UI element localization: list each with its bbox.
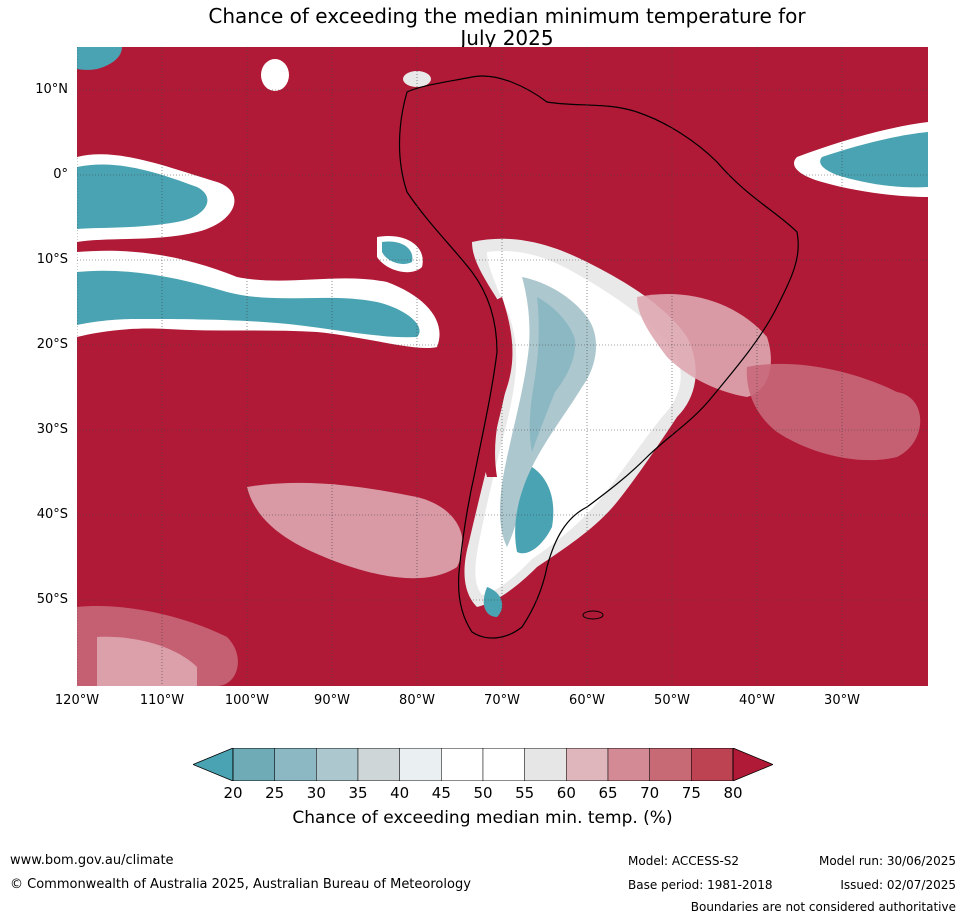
map-title-line2: July 2025 bbox=[460, 26, 554, 50]
colorbar-tick-label: 25 bbox=[265, 784, 285, 802]
colorbar-segment bbox=[649, 748, 692, 781]
lon-label-50w: 50°W bbox=[654, 693, 690, 708]
northwest-low-patch bbox=[77, 47, 122, 70]
forecast-map bbox=[77, 47, 928, 686]
copyright-text: © Commonwealth of Australia 2025, Austra… bbox=[10, 877, 471, 892]
colorbar-segment bbox=[691, 748, 734, 781]
colorbar-segment bbox=[274, 748, 317, 781]
colorbar-segment bbox=[524, 748, 567, 781]
colorbar-segment bbox=[482, 748, 525, 781]
lat-label-30s: 30°S bbox=[36, 422, 68, 437]
transition-zones bbox=[77, 293, 921, 686]
colorbar-tick-label: 20 bbox=[223, 784, 243, 802]
model-run-text: Model run: 30/06/2025 bbox=[818, 854, 956, 868]
colorbar-segment bbox=[441, 748, 484, 781]
atlantic-low-region bbox=[794, 122, 928, 197]
map-graticule bbox=[77, 47, 928, 686]
colorbar-tick-label: 35 bbox=[348, 784, 368, 802]
model-text: Model: ACCESS-S2 bbox=[628, 854, 740, 868]
lat-label-0: 0° bbox=[53, 167, 68, 182]
issued-text: Issued: 02/07/2025 bbox=[840, 878, 956, 892]
colorbar-segment bbox=[399, 748, 442, 781]
lon-label-90w: 90°W bbox=[314, 693, 350, 708]
lon-label-120w: 120°W bbox=[54, 693, 100, 708]
colorbar-segment bbox=[357, 748, 400, 781]
colorbar-tick-label: 60 bbox=[556, 784, 576, 802]
colorbar-segment bbox=[232, 748, 275, 781]
website-text: www.bom.gov.au/climate bbox=[10, 853, 174, 868]
south-america-low-region bbox=[464, 238, 696, 617]
colorbar-tick-label: 80 bbox=[723, 784, 743, 802]
andes-high-strip bbox=[482, 297, 513, 477]
lat-label-50s: 50°S bbox=[36, 592, 68, 607]
colorbar-segment bbox=[607, 748, 650, 781]
colorbar-tick-label: 45 bbox=[431, 784, 451, 802]
colorbar-tick-label: 50 bbox=[473, 784, 493, 802]
colorbar-tick-label: 75 bbox=[681, 784, 701, 802]
lon-label-100w: 100°W bbox=[224, 693, 270, 708]
lat-label-10n: 10°N bbox=[35, 82, 68, 97]
lon-label-80w: 80°W bbox=[399, 693, 435, 708]
colorbar-segment bbox=[566, 748, 609, 781]
colorbar-label: Chance of exceeding median min. temp. (%… bbox=[292, 808, 673, 828]
colorbar-tick-label: 55 bbox=[515, 784, 535, 802]
disclaimer-text: Boundaries are not considered authoritat… bbox=[690, 900, 956, 914]
lat-label-40s: 40°S bbox=[36, 507, 68, 522]
lon-label-70w: 70°W bbox=[484, 693, 520, 708]
lon-label-110w: 110°W bbox=[139, 693, 185, 708]
colorbar-extend-high bbox=[732, 748, 773, 781]
colorbar bbox=[193, 748, 773, 781]
colorbar-tick-label: 40 bbox=[390, 784, 410, 802]
central-america-blob bbox=[261, 59, 289, 91]
lat-label-10s: 10°S bbox=[36, 252, 68, 267]
colorbar-tick-label: 70 bbox=[640, 784, 660, 802]
base-period-text: Base period: 1981-2018 bbox=[628, 878, 773, 892]
map-title-line1: Chance of exceeding the median minimum t… bbox=[208, 4, 806, 28]
colorbar-extend-low bbox=[193, 748, 234, 781]
colorbar-segment bbox=[316, 748, 359, 781]
lon-label-30w: 30°W bbox=[824, 693, 860, 708]
colorbar-tick-label: 65 bbox=[598, 784, 618, 802]
lon-label-60w: 60°W bbox=[569, 693, 605, 708]
falkland-islands bbox=[582, 610, 604, 620]
colorbar-tick-label: 30 bbox=[306, 784, 326, 802]
pacific-low-region bbox=[77, 154, 440, 349]
lat-label-20s: 20°S bbox=[36, 337, 68, 352]
lon-label-40w: 40°W bbox=[739, 693, 775, 708]
